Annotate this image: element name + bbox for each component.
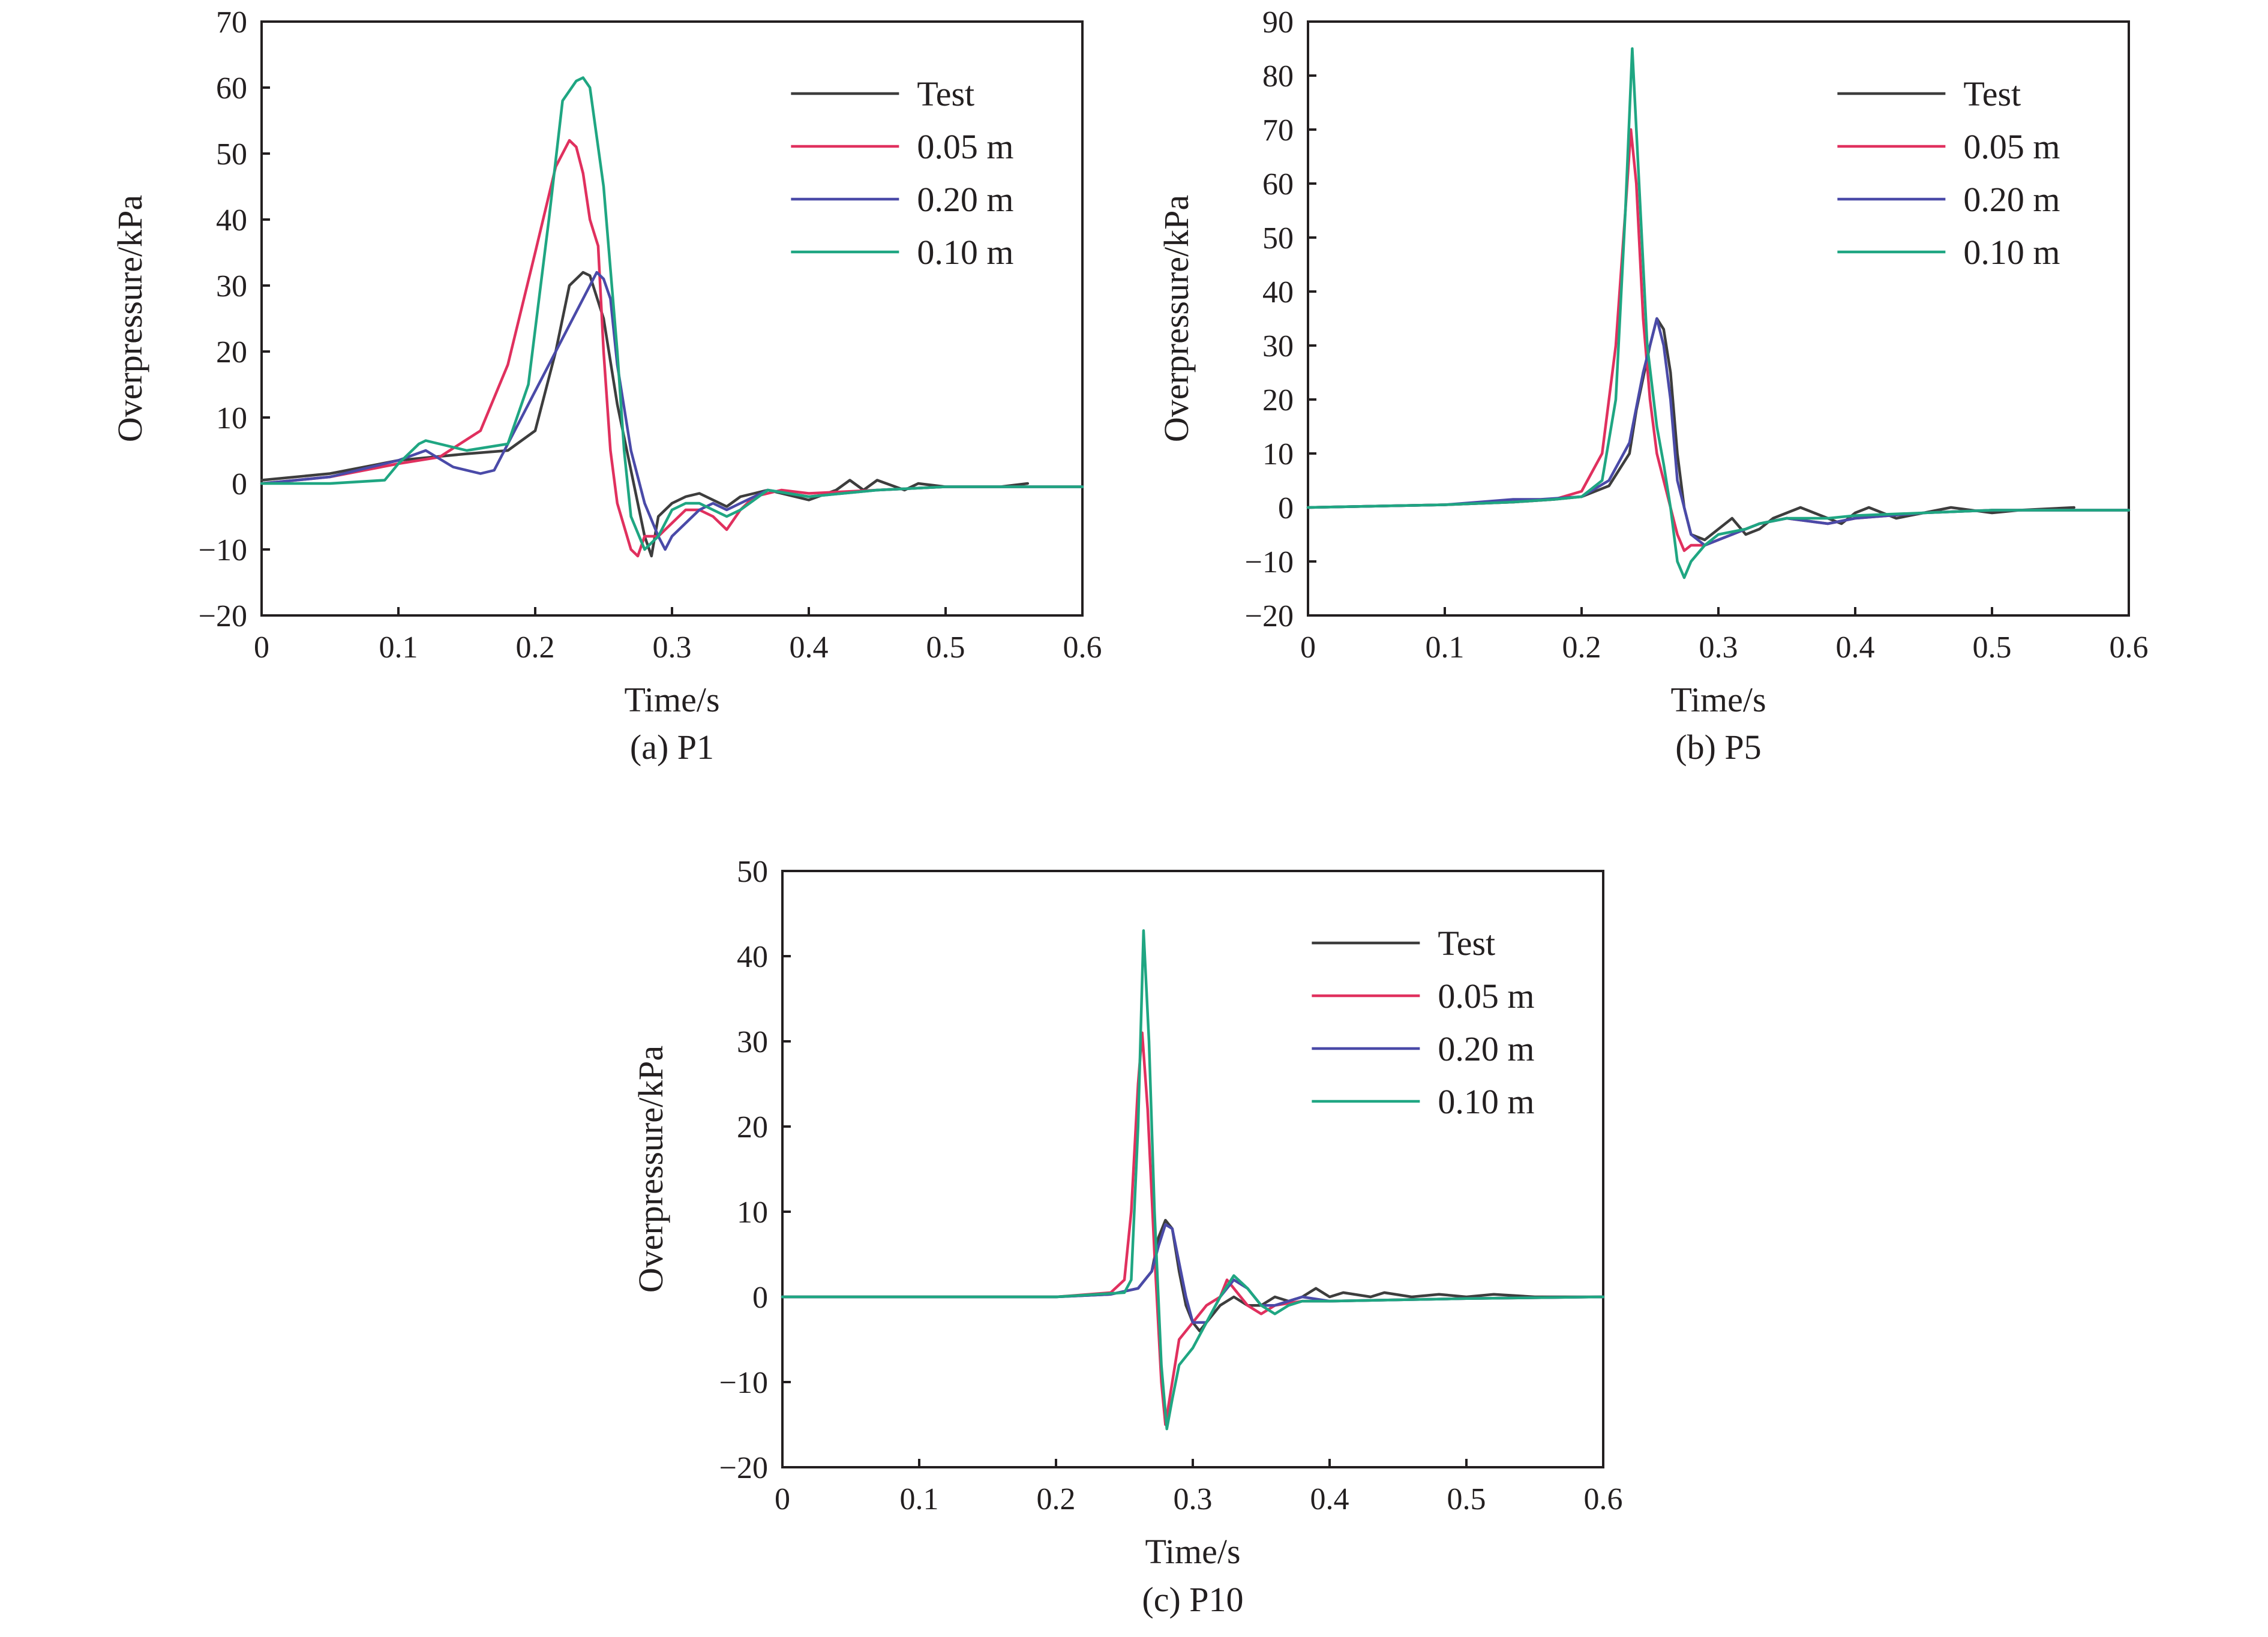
legend-label: 0.05 m xyxy=(1438,977,1534,1016)
legend-label: 0.20 m xyxy=(1438,1029,1534,1068)
y-tick-label: −20 xyxy=(199,599,247,633)
x-tick-label: 0.5 xyxy=(926,630,965,665)
x-axis-title: Time/s xyxy=(624,680,719,719)
x-tick-label: 0.1 xyxy=(1426,630,1465,665)
x-tick-label: 0.6 xyxy=(1584,1482,1623,1516)
y-tick-label: −10 xyxy=(719,1366,768,1400)
x-tick-label: 0.4 xyxy=(790,630,829,665)
y-tick-label: −10 xyxy=(1245,545,1294,579)
y-tick-label: 30 xyxy=(216,269,247,304)
x-tick-label: 0.1 xyxy=(379,630,418,665)
y-tick-label: 30 xyxy=(1262,329,1294,364)
x-tick-label: 0.3 xyxy=(653,630,692,665)
y-tick-label: 50 xyxy=(1262,221,1294,256)
y-tick-label: 10 xyxy=(216,401,247,435)
y-tick-label: 70 xyxy=(1262,113,1294,148)
x-tick-label: 0.1 xyxy=(900,1482,939,1516)
series-line-0 xyxy=(781,1218,1605,1333)
series-line-2 xyxy=(260,271,1084,551)
chart-panel-0: 0 0.1 0.2 0.3 0.4 0.5 0.6 −20 −10 0 10 20 30 40 50 60 70… xyxy=(110,5,1102,767)
y-axis-title: Overpressure/kPa xyxy=(1157,195,1196,442)
y-tick-label: 0 xyxy=(232,467,247,501)
y-tick-label: 10 xyxy=(737,1196,768,1230)
x-tick-label: 0.3 xyxy=(1174,1482,1213,1516)
y-tick-label: 20 xyxy=(737,1110,768,1145)
y-tick-label: 40 xyxy=(216,203,247,238)
legend-label: 0.10 m xyxy=(917,233,1013,272)
legend-label: 0.10 m xyxy=(1963,233,2060,272)
y-tick-label: 0 xyxy=(752,1281,768,1315)
panel-caption: (c) P10 xyxy=(1142,1580,1243,1619)
y-tick-label: 30 xyxy=(737,1025,768,1059)
x-tick-label: 0 xyxy=(1300,630,1316,665)
series-line-2 xyxy=(781,1223,1605,1324)
series-line-0 xyxy=(260,271,1030,558)
y-tick-label: 60 xyxy=(216,71,247,106)
y-tick-label: 10 xyxy=(1262,437,1294,471)
series-line-3 xyxy=(1306,47,2131,579)
series-line-3 xyxy=(781,929,1605,1431)
x-tick-label: 0.6 xyxy=(1063,630,1102,665)
legend-label: Test xyxy=(1963,74,2021,113)
x-axis-title: Time/s xyxy=(1145,1532,1240,1571)
panel-caption: (b) P5 xyxy=(1675,728,1761,767)
y-tick-label: 40 xyxy=(737,940,768,974)
x-tick-label: 0.4 xyxy=(1836,630,1875,665)
series-line-0 xyxy=(1306,317,2076,542)
y-tick-label: 20 xyxy=(1262,383,1294,417)
x-tick-label: 0.3 xyxy=(1699,630,1738,665)
x-tick-label: 0.6 xyxy=(2110,630,2149,665)
y-tick-label: 80 xyxy=(1262,59,1294,94)
legend-label: 0.05 m xyxy=(917,127,1013,166)
legend-label: 0.20 m xyxy=(1963,180,2060,219)
y-tick-label: −20 xyxy=(719,1451,768,1485)
y-tick-label: −10 xyxy=(199,533,247,567)
y-tick-label: 40 xyxy=(1262,275,1294,310)
x-tick-label: 0 xyxy=(775,1482,790,1516)
legend-label: Test xyxy=(917,74,974,113)
y-tick-label: 50 xyxy=(737,855,768,889)
x-tick-label: 0.4 xyxy=(1310,1482,1349,1516)
x-tick-label: 0.5 xyxy=(1447,1482,1486,1516)
y-tick-label: −20 xyxy=(1245,599,1294,633)
x-axis-title: Time/s xyxy=(1670,680,1766,719)
legend-label: 0.05 m xyxy=(1963,127,2060,166)
x-tick-label: 0.5 xyxy=(1973,630,2012,665)
legend-label: 0.20 m xyxy=(917,180,1013,219)
y-tick-label: 70 xyxy=(216,5,247,40)
legend-label: Test xyxy=(1438,924,1495,963)
chart-panel-1: 0 0.1 0.2 0.3 0.4 0.5 0.6 −20 −10 0 10 20 30 40 50 60 70… xyxy=(1157,5,2149,767)
x-tick-label: 0 xyxy=(254,630,269,665)
y-axis-title: Overpressure/kPa xyxy=(110,195,149,442)
x-tick-label: 0.2 xyxy=(516,630,555,665)
y-tick-label: 20 xyxy=(216,335,247,370)
y-axis-title: Overpressure/kPa xyxy=(631,1046,670,1293)
series-line-3 xyxy=(260,76,1084,551)
x-tick-label: 0.2 xyxy=(1562,630,1601,665)
x-tick-label: 0.2 xyxy=(1037,1482,1076,1516)
chart-panel-2: 0 0.1 0.2 0.3 0.4 0.5 0.6 −20 −10 0 10 20 30 40 50 Time… xyxy=(631,855,1623,1619)
y-tick-label: 0 xyxy=(1278,491,1294,525)
y-tick-label: 50 xyxy=(216,137,247,172)
panel-caption: (a) P1 xyxy=(630,728,714,767)
series-line-1 xyxy=(260,139,1084,558)
y-tick-label: 60 xyxy=(1262,167,1294,202)
y-tick-label: 90 xyxy=(1262,5,1294,40)
legend-label: 0.10 m xyxy=(1438,1082,1534,1121)
